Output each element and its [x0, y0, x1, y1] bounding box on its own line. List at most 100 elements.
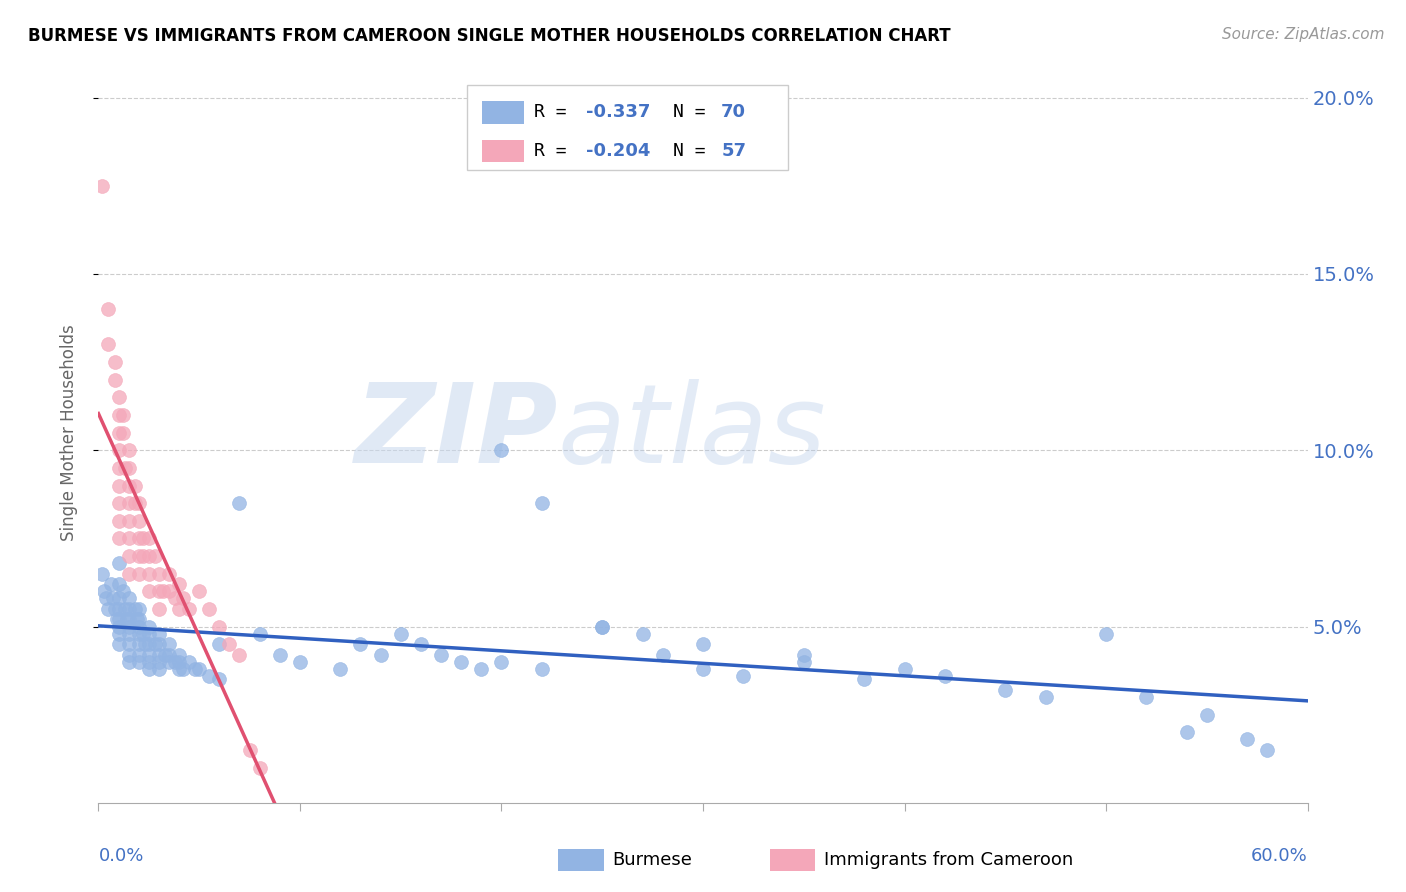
Point: [128, 612, 150, 626]
Text: 0.0%: 0.0%: [98, 847, 143, 865]
Point: [132, 549, 155, 563]
Text: ZIP: ZIP: [354, 379, 558, 486]
Point: [167, 602, 190, 616]
Point: [132, 626, 155, 640]
Point: [128, 514, 150, 528]
Point: [591, 619, 613, 633]
Point: [107, 496, 129, 510]
Point: [97, 602, 120, 616]
Point: [118, 532, 141, 546]
Point: [128, 496, 150, 510]
Point: [128, 655, 150, 669]
Point: [97, 337, 120, 351]
Text: R =: R =: [534, 142, 578, 160]
Point: [148, 626, 170, 640]
Point: [249, 626, 271, 640]
Point: [97, 302, 120, 317]
Point: [111, 425, 134, 440]
Point: [1035, 690, 1057, 704]
Point: [138, 532, 160, 546]
Point: [1095, 626, 1118, 640]
Text: N =: N =: [672, 103, 716, 121]
Point: [167, 662, 190, 676]
Point: [138, 549, 160, 563]
Point: [249, 760, 271, 774]
Point: [107, 390, 129, 404]
Point: [1195, 707, 1218, 722]
Point: [1175, 725, 1198, 739]
Point: [107, 556, 129, 570]
Point: [114, 461, 136, 475]
Point: [128, 626, 150, 640]
Point: [118, 566, 141, 581]
Point: [491, 443, 513, 458]
Text: N =: N =: [672, 142, 716, 160]
Point: [148, 662, 170, 676]
Point: [107, 602, 129, 616]
Point: [450, 655, 472, 669]
Point: [288, 655, 311, 669]
Point: [430, 648, 453, 662]
Point: [128, 566, 150, 581]
Point: [138, 648, 160, 662]
Point: [101, 591, 124, 606]
Point: [157, 637, 180, 651]
Point: [733, 669, 755, 683]
Text: Immigrants from Cameroon: Immigrants from Cameroon: [824, 851, 1073, 869]
Point: [651, 648, 673, 662]
Point: [138, 566, 160, 581]
Point: [103, 355, 125, 369]
Point: [118, 496, 141, 510]
Point: [409, 637, 432, 651]
Point: [148, 602, 170, 616]
Point: [107, 425, 129, 440]
Point: [184, 662, 207, 676]
Point: [111, 584, 134, 599]
Point: [118, 648, 141, 662]
Point: [118, 637, 141, 651]
Point: [118, 549, 141, 563]
Text: 60.0%: 60.0%: [1251, 847, 1308, 865]
Point: [124, 496, 146, 510]
Point: [893, 662, 915, 676]
Point: [692, 637, 714, 651]
Point: [103, 602, 125, 616]
Point: [128, 619, 150, 633]
Point: [172, 662, 194, 676]
Point: [114, 602, 136, 616]
Point: [1256, 743, 1278, 757]
Point: [128, 532, 150, 546]
Point: [389, 626, 412, 640]
Point: [148, 637, 170, 651]
Point: [118, 461, 141, 475]
Point: [107, 532, 129, 546]
Point: [269, 648, 291, 662]
Bar: [467, 85, 787, 169]
Point: [329, 662, 352, 676]
Point: [148, 584, 170, 599]
Point: [125, 612, 148, 626]
Bar: [482, 140, 524, 161]
Point: [208, 637, 231, 651]
Point: [107, 577, 129, 591]
Point: [118, 478, 141, 492]
Point: [157, 584, 180, 599]
Point: [349, 637, 371, 651]
Text: -0.337: -0.337: [586, 103, 650, 121]
Point: [128, 549, 150, 563]
Point: [148, 655, 170, 669]
Point: [118, 443, 141, 458]
Point: [138, 662, 160, 676]
Point: [530, 662, 553, 676]
Point: [115, 612, 138, 626]
Bar: [769, 848, 815, 871]
Point: [103, 373, 125, 387]
Point: [370, 648, 392, 662]
Point: [107, 443, 129, 458]
Point: [228, 496, 250, 510]
Point: [1135, 690, 1157, 704]
Point: [167, 655, 190, 669]
Point: [100, 577, 122, 591]
Point: [239, 743, 262, 757]
Point: [118, 602, 141, 616]
